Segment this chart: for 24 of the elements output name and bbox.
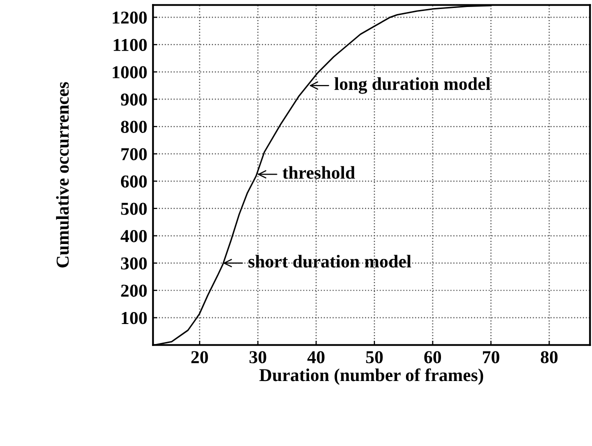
x-tick-label: 50 — [366, 351, 383, 364]
y-tick-label: 300 — [121, 257, 147, 270]
x-axis-title: Duration (number of frames) — [259, 368, 484, 385]
x-tick-label: 60 — [424, 351, 442, 364]
x-tick-label: 20 — [191, 351, 208, 364]
y-tick-label: 700 — [121, 148, 147, 160]
y-tick-label: 800 — [120, 120, 147, 133]
x-tick-label: 40 — [307, 351, 324, 364]
y-tick-label: 600 — [120, 175, 147, 188]
y-tick-label: 1000 — [112, 66, 147, 78]
x-tick-label: 70 — [482, 351, 500, 364]
y-tick-label: 200 — [121, 284, 147, 297]
y-tick-label: 1200 — [112, 12, 147, 24]
annotation: short duration model — [248, 254, 412, 268]
y-tick-label: 500 — [121, 202, 147, 215]
annotation: long duration model — [334, 77, 490, 94]
x-tick-label: 80 — [540, 351, 558, 364]
y-tick-label: 100 — [122, 312, 147, 324]
annotation: threshold — [282, 166, 356, 179]
y-tick-label: 400 — [120, 230, 147, 242]
y-axis-title: Cumulative occurrences — [56, 82, 69, 268]
y-tick-label: 900 — [120, 93, 147, 106]
x-tick-label: 30 — [250, 351, 266, 364]
y-tick-label: 1100 — [114, 38, 147, 52]
